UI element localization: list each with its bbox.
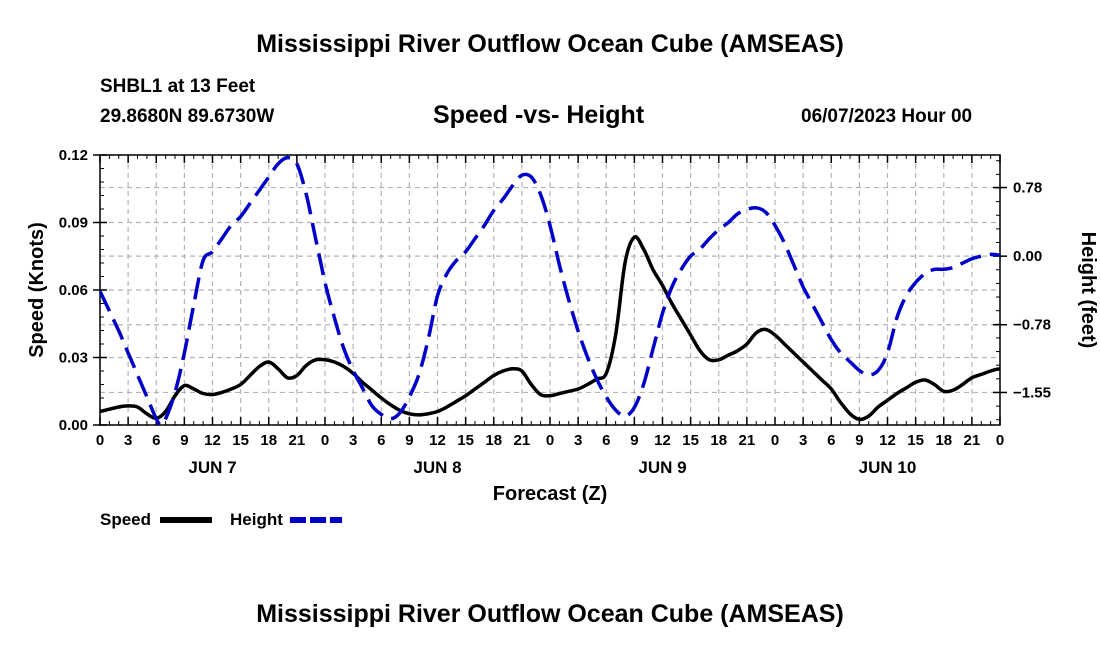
x-tick-label: 15 bbox=[232, 432, 249, 449]
x-tick-label: 3 bbox=[349, 432, 357, 449]
x-tick-label: 12 bbox=[204, 432, 221, 449]
y-tick-label: 0.09 bbox=[59, 215, 88, 232]
chart-subtitle: Speed -vs- Height bbox=[433, 101, 645, 129]
x-tick-label: 21 bbox=[289, 432, 306, 449]
x-tick-label: 0 bbox=[996, 432, 1004, 449]
series-line-height bbox=[100, 155, 1000, 427]
x-tick-label: 3 bbox=[799, 432, 807, 449]
y-tick-label: 0.12 bbox=[59, 147, 88, 164]
x-tick-label: 18 bbox=[935, 432, 952, 449]
x-tick-label: 9 bbox=[180, 432, 188, 449]
x-tick-label: 0 bbox=[771, 432, 779, 449]
x-tick-label: 6 bbox=[602, 432, 610, 449]
x-tick-label: 15 bbox=[457, 432, 474, 449]
y-tick-label: 0.06 bbox=[59, 282, 88, 299]
grid bbox=[99, 154, 1001, 426]
x-tick-label: 12 bbox=[429, 432, 446, 449]
x-tick-label: 6 bbox=[152, 432, 160, 449]
footer-title: Mississippi River Outflow Ocean Cube (AM… bbox=[256, 600, 844, 628]
x-tick-label: 18 bbox=[260, 432, 277, 449]
x-tick-label: 21 bbox=[739, 432, 756, 449]
x-tick-label: 0 bbox=[546, 432, 554, 449]
x-tick-label: 3 bbox=[124, 432, 132, 449]
y2-tick-label: 0.00 bbox=[1013, 248, 1042, 265]
y-tick-label: 0.00 bbox=[59, 417, 88, 434]
y-axis-title: Speed (Knots) bbox=[26, 222, 48, 358]
series bbox=[100, 155, 1000, 427]
y2-tick-label: 0.78 bbox=[1013, 180, 1042, 197]
y-tick-label: 0.03 bbox=[59, 350, 88, 367]
x-axis-title: Forecast (Z) bbox=[493, 483, 607, 505]
day-label: JUN 9 bbox=[638, 458, 686, 477]
x-tick-label: 9 bbox=[855, 432, 863, 449]
day-label: JUN 8 bbox=[413, 458, 461, 477]
x-tick-label: 15 bbox=[907, 432, 924, 449]
x-tick-label: 18 bbox=[485, 432, 502, 449]
x-tick-label: 15 bbox=[682, 432, 699, 449]
x-tick-label: 9 bbox=[405, 432, 413, 449]
x-tick-label: 9 bbox=[630, 432, 638, 449]
x-tick-label: 6 bbox=[377, 432, 385, 449]
axis-labels: 0 3 6 9 12 15 18 21 0 3 6 9 12 15 18 21 0 3 6 9 12 15 18 21 0 3 6 9… bbox=[26, 147, 1099, 505]
forecast-datetime: 06/07/2023 Hour 00 bbox=[801, 106, 973, 127]
x-tick-label: 0 bbox=[321, 432, 329, 449]
y2-tick-label: −1.55 bbox=[1013, 384, 1051, 401]
legend: Speed Height bbox=[100, 510, 342, 529]
station-coordinates: 29.8680N 89.6730W bbox=[100, 106, 275, 127]
page-title: Mississippi River Outflow Ocean Cube (AM… bbox=[256, 30, 844, 58]
station-name: SHBL1 at 13 Feet bbox=[100, 76, 256, 97]
x-tick-label: 21 bbox=[964, 432, 981, 449]
day-label: JUN 7 bbox=[188, 458, 236, 477]
x-tick-label: 6 bbox=[827, 432, 835, 449]
legend-label-speed: Speed bbox=[100, 510, 151, 529]
x-tick-label: 12 bbox=[879, 432, 896, 449]
x-tick-label: 0 bbox=[96, 432, 104, 449]
legend-label-height: Height bbox=[230, 510, 283, 529]
day-label: JUN 10 bbox=[859, 458, 917, 477]
x-tick-label: 21 bbox=[514, 432, 531, 449]
y2-axis-title: Height (feet) bbox=[1077, 232, 1099, 349]
series-line-speed bbox=[100, 235, 1000, 422]
x-tick-label: 3 bbox=[574, 432, 582, 449]
x-tick-label: 12 bbox=[654, 432, 671, 449]
y2-tick-label: −0.78 bbox=[1013, 317, 1051, 334]
x-tick-label: 18 bbox=[710, 432, 727, 449]
